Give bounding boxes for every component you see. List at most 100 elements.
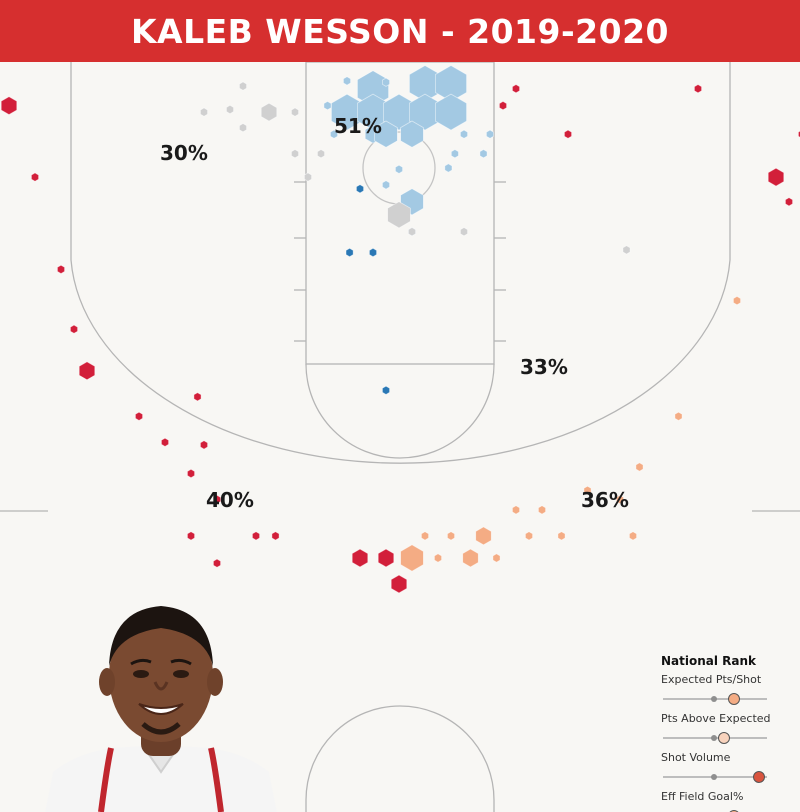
rank-slider-knob bbox=[752, 771, 765, 783]
shot-hex-average bbox=[303, 172, 313, 182]
shot-hex-paint-dark bbox=[345, 247, 354, 258]
shot-hex-warm bbox=[629, 531, 637, 541]
shot-hex-warm bbox=[492, 553, 501, 563]
shot-hex-warm bbox=[446, 531, 456, 541]
shot-hex-cold bbox=[767, 167, 785, 187]
shot-hex-cold bbox=[251, 531, 261, 541]
rank-metric-label: Expected Pts/Shot bbox=[661, 673, 762, 686]
rank-metric: Pts Above Expected bbox=[661, 712, 796, 751]
shot-hex-average bbox=[238, 123, 248, 133]
rank-slider-midpoint bbox=[711, 735, 717, 741]
shot-hex-paint-hot bbox=[394, 164, 404, 174]
shot-hex-cold bbox=[498, 100, 508, 111]
shot-hex-warm bbox=[475, 526, 492, 546]
shot-hex-cold bbox=[390, 574, 408, 594]
player-headshot-icon bbox=[45, 606, 277, 812]
shot-hex-warm bbox=[400, 544, 424, 572]
shot-hex-average bbox=[260, 102, 278, 122]
shot-hex-paint-hot bbox=[459, 129, 469, 139]
shot-hex-paint-dark bbox=[381, 385, 391, 395]
shot-hex-warm bbox=[583, 485, 592, 496]
shot-hex-warm bbox=[616, 494, 624, 505]
shot-hex-average bbox=[316, 149, 326, 159]
shot-hex-warm bbox=[557, 531, 566, 541]
rank-slider-midpoint bbox=[711, 774, 717, 780]
shot-hex-cold bbox=[186, 468, 196, 479]
rank-slider-knob bbox=[727, 693, 740, 705]
shot-hex-paint-hot bbox=[329, 129, 339, 139]
shot-hex-paint-hot bbox=[381, 77, 391, 87]
national-rank-panel: National Rank Expected Pts/Shot Pts Above… bbox=[661, 654, 796, 812]
court-lines bbox=[0, 61, 800, 812]
shot-hex-paint-dark bbox=[368, 247, 378, 258]
title-bar: KALEB WESSON - 2019-2020 bbox=[0, 0, 800, 62]
shot-hex-cold bbox=[512, 84, 520, 94]
shot-hex-average bbox=[622, 245, 631, 255]
rank-slider-knob bbox=[718, 732, 731, 744]
shot-hex-paint-hot bbox=[479, 149, 488, 159]
center-circle bbox=[305, 705, 495, 812]
paint-lane bbox=[305, 61, 495, 365]
shot-hex-warm bbox=[674, 411, 683, 421]
shot-hex-average bbox=[459, 227, 469, 237]
shot-hex-warm bbox=[538, 505, 546, 515]
shot-hex-average bbox=[199, 107, 209, 117]
shot-hex-warm bbox=[433, 553, 443, 563]
rank-metric-label: Eff Field Goal% bbox=[661, 790, 744, 803]
shot-hex-average bbox=[407, 227, 417, 237]
zone-label-left-three: 40% bbox=[206, 488, 254, 512]
rank-metric: Eff Field Goal% bbox=[661, 790, 796, 812]
shot-hex-warm bbox=[512, 505, 520, 515]
shot-hex-cold bbox=[78, 361, 96, 381]
shot-hex-paint-hot bbox=[374, 120, 398, 148]
shot-hex-cold bbox=[70, 324, 78, 334]
shot-hex-paint-hot bbox=[400, 120, 424, 148]
page-title: KALEB WESSON - 2019-2020 bbox=[130, 11, 670, 51]
lane-hash-marks bbox=[294, 181, 506, 342]
rank-metric-label: Pts Above Expected bbox=[661, 712, 771, 725]
shot-hex-cold bbox=[212, 494, 222, 505]
zone-label-right-midrange: 33% bbox=[520, 355, 568, 379]
rank-metric: Shot Volume bbox=[661, 751, 796, 790]
rank-metric: Expected Pts/Shot bbox=[661, 673, 796, 712]
shot-hex-cold bbox=[193, 392, 202, 402]
shot-hex-average bbox=[225, 104, 235, 115]
shot-hex-warm bbox=[420, 531, 430, 541]
shot-hex-cold bbox=[160, 437, 170, 447]
shot-hex-average bbox=[290, 149, 300, 159]
rank-slider-track bbox=[663, 771, 767, 783]
shot-hex-paint-hot bbox=[342, 76, 352, 86]
shot-hex-cold bbox=[564, 129, 572, 139]
shot-hex-paint-hot bbox=[450, 149, 459, 159]
rank-slider-track bbox=[663, 810, 767, 812]
shot-hex-average bbox=[290, 107, 300, 117]
three-point-arc bbox=[70, 62, 731, 464]
rank-slider-midpoint bbox=[711, 696, 717, 702]
shot-hex-warm bbox=[525, 531, 533, 541]
shot-hex-average bbox=[387, 201, 411, 229]
shot-hex-paint-hot bbox=[323, 100, 332, 111]
shot-hex-warm bbox=[462, 548, 479, 568]
zone-label-paint: 51% bbox=[334, 114, 382, 138]
shot-hex-cold bbox=[0, 96, 18, 116]
free-throw-circle-top bbox=[305, 363, 495, 459]
zone-label-right-three: 36% bbox=[581, 488, 629, 512]
shots-layer bbox=[0, 65, 800, 594]
shot-hex-cold bbox=[186, 531, 196, 541]
shot-hex-warm bbox=[635, 462, 644, 472]
shot-hex-cold bbox=[212, 558, 222, 568]
rank-metrics: Expected Pts/Shot Pts Above Expected Shot … bbox=[661, 673, 796, 812]
shot-hex-cold bbox=[785, 197, 793, 207]
shot-hex-paint-dark bbox=[355, 184, 365, 194]
national-rank-title: National Rank bbox=[661, 654, 757, 668]
shot-hex-paint-hot bbox=[381, 180, 391, 190]
shot-hex-cold bbox=[134, 411, 144, 421]
shot-hex-paint-hot bbox=[434, 93, 468, 131]
shot-hex-cold bbox=[377, 548, 395, 568]
zone-labels: 51% 30% 33% 40% 36% bbox=[160, 114, 629, 512]
shot-hex-paint-hot bbox=[444, 163, 453, 173]
shot-hex-cold bbox=[30, 172, 39, 182]
shot-hex-cold bbox=[694, 84, 702, 94]
